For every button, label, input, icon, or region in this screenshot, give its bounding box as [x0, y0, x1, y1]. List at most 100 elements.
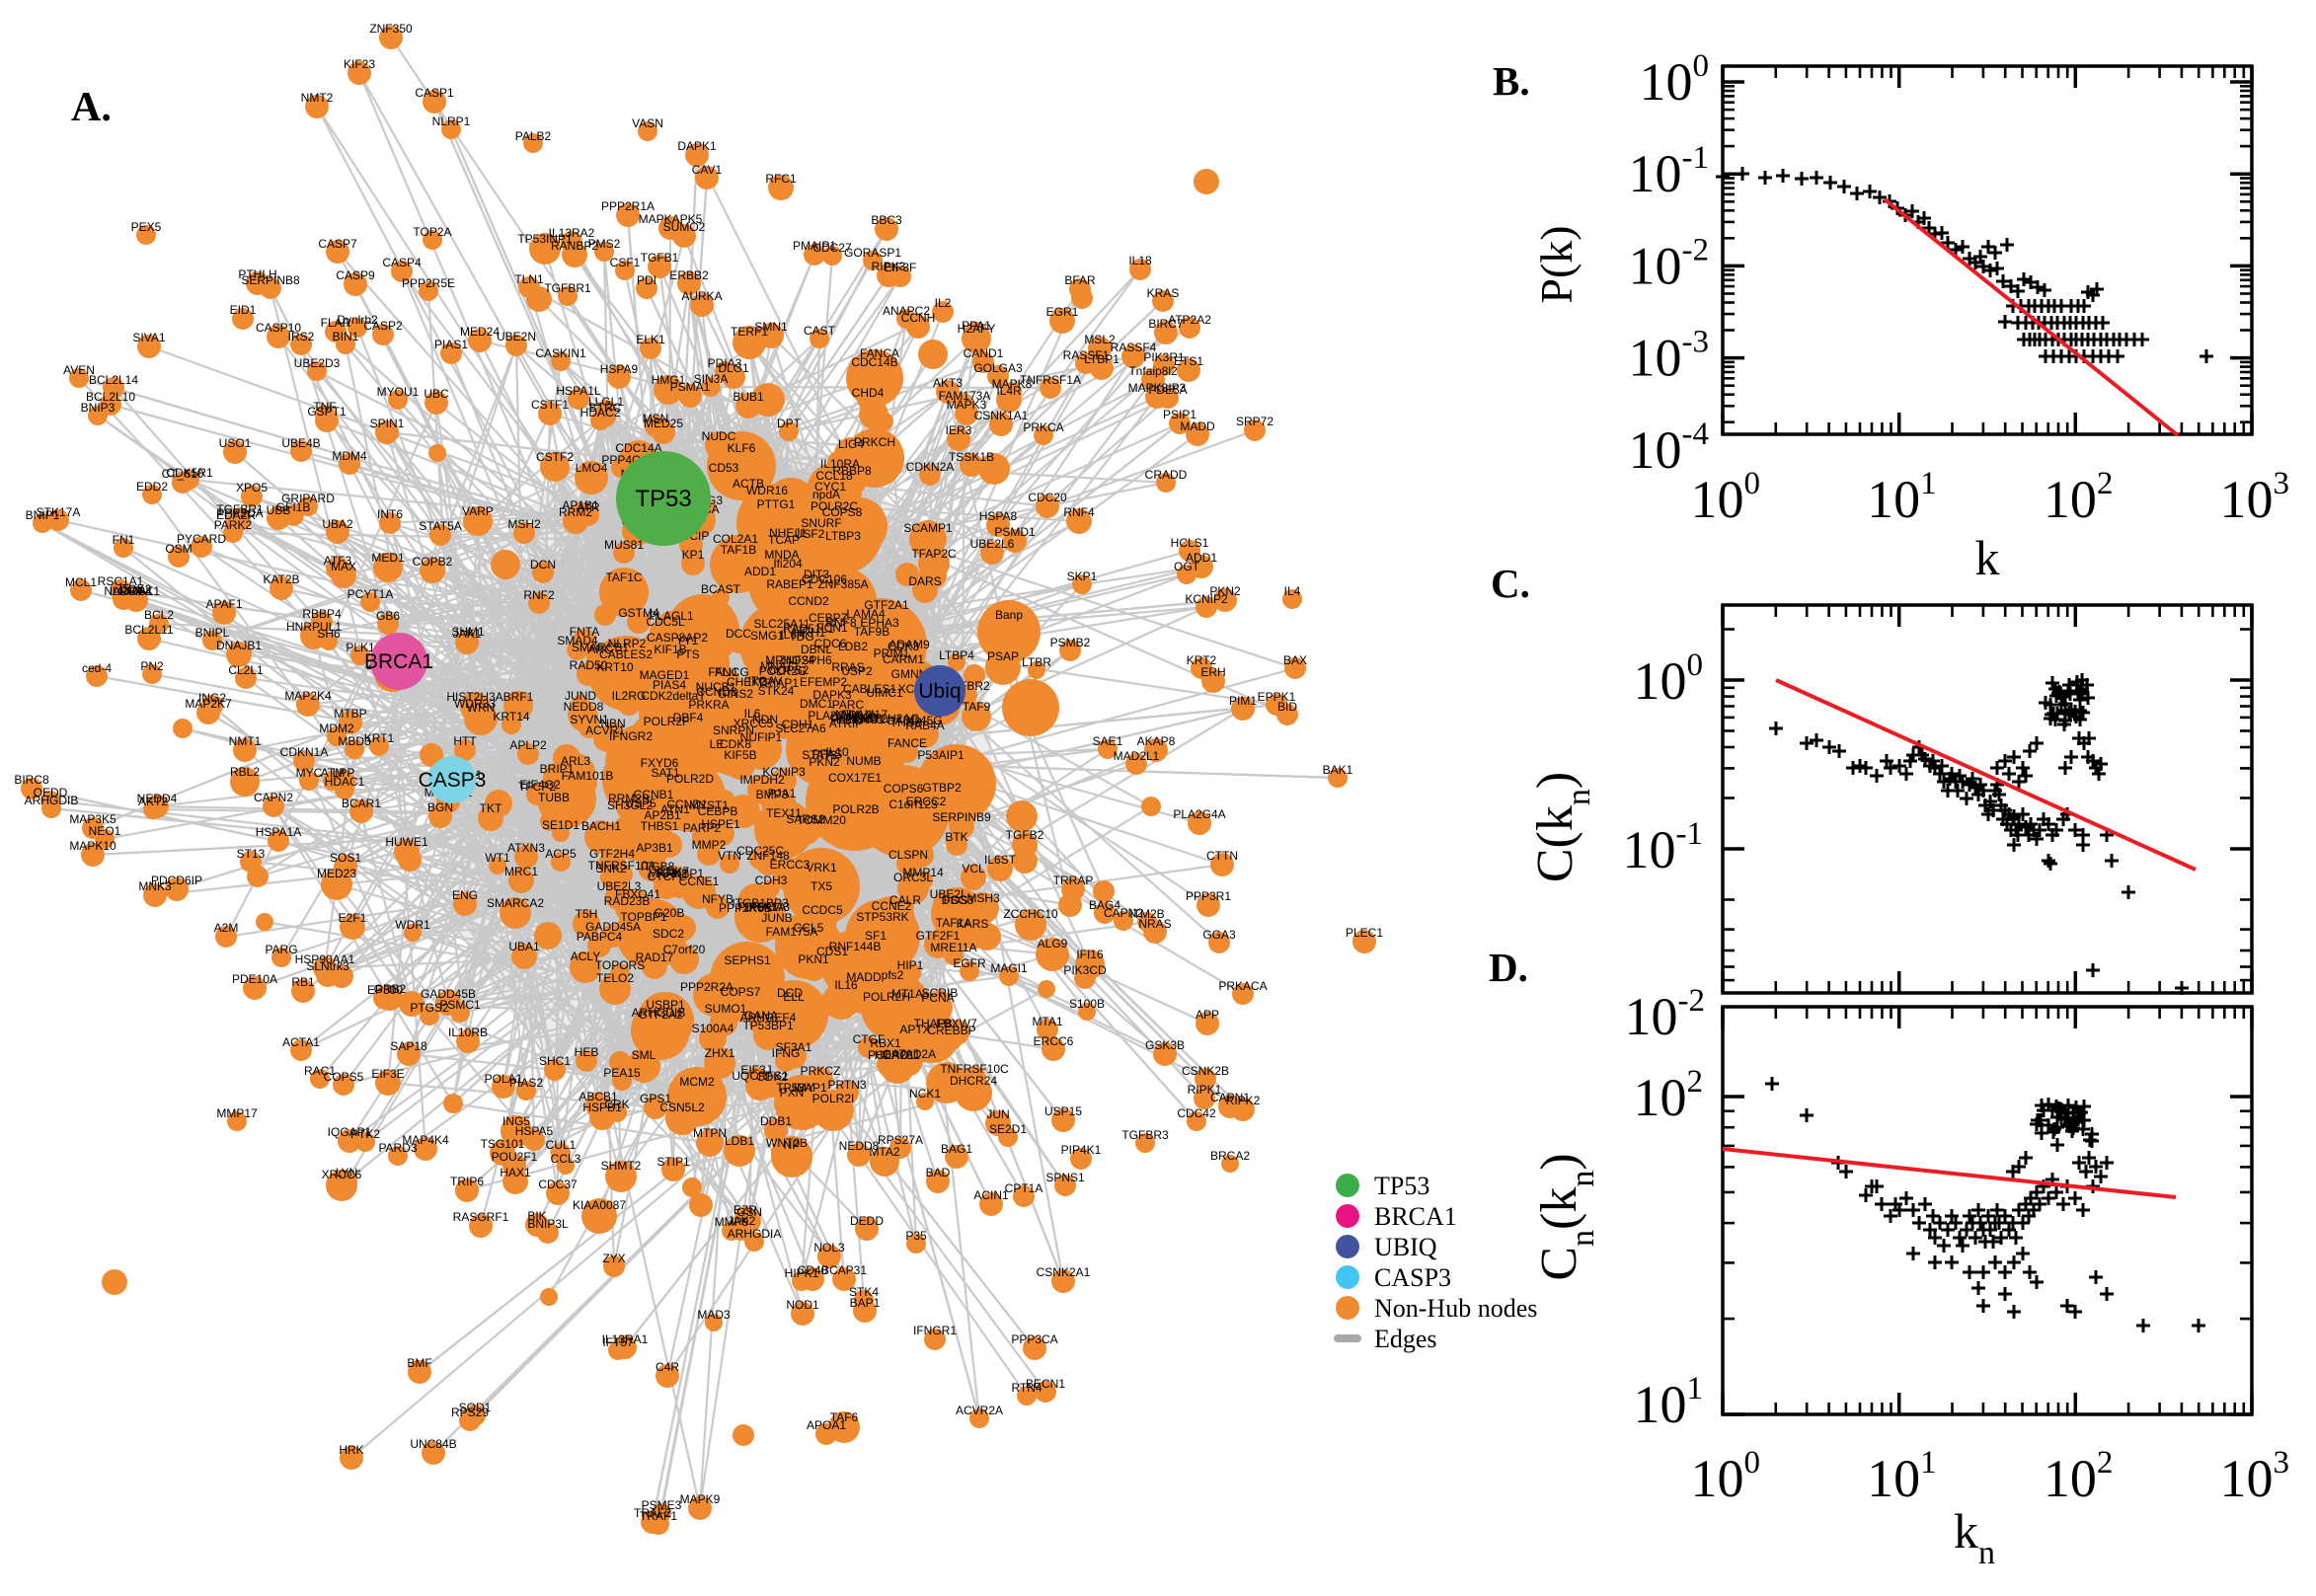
- svg-text:RNF4: RNF4: [1063, 505, 1095, 519]
- svg-text:P35: P35: [905, 1229, 927, 1243]
- svg-text:MAPK8: MAPK8: [992, 377, 1033, 391]
- svg-text:CDC37: CDC37: [538, 1178, 578, 1191]
- svg-text:MCL1: MCL1: [65, 575, 97, 589]
- svg-text:CAPN2: CAPN2: [254, 791, 293, 804]
- svg-text:MBD3: MBD3: [338, 734, 371, 748]
- svg-text:WNT2B: WNT2B: [766, 1136, 808, 1150]
- svg-text:COPS5: COPS5: [324, 1070, 364, 1084]
- svg-text:k: k: [1975, 530, 2000, 585]
- svg-text:RAD23B: RAD23B: [604, 894, 651, 908]
- svg-text:CASP2: CASP2: [363, 319, 403, 333]
- svg-text:NLRP1: NLRP1: [432, 114, 471, 128]
- svg-text:PSME3: PSME3: [642, 1498, 682, 1512]
- svg-text:KIF23: KIF23: [344, 57, 375, 71]
- svg-text:CDKN2A: CDKN2A: [906, 460, 955, 474]
- svg-text:ZCCHC10: ZCCHC10: [1003, 907, 1058, 921]
- svg-text:PRTN3: PRTN3: [827, 1078, 866, 1092]
- svg-text:PSMB2: PSMB2: [1050, 636, 1091, 649]
- svg-text:HIP1: HIP1: [897, 958, 924, 972]
- svg-text:HAX1: HAX1: [500, 1166, 531, 1179]
- svg-text:BAD: BAD: [926, 1166, 951, 1179]
- svg-text:ADAM17: ADAM17: [840, 708, 888, 722]
- svg-text:TNFRSF10C: TNFRSF10C: [940, 1062, 1009, 1076]
- svg-text:PEA15: PEA15: [603, 1066, 641, 1080]
- svg-text:SIVA1: SIVA1: [132, 331, 165, 344]
- svg-text:RPS27A: RPS27A: [878, 1133, 923, 1147]
- svg-text:CDC25C: CDC25C: [736, 844, 784, 858]
- svg-text:BACH1: BACH1: [581, 819, 621, 833]
- svg-text:FAM175A: FAM175A: [766, 925, 818, 939]
- svg-text:APTX: APTX: [899, 1023, 930, 1036]
- svg-text:SMARCA2: SMARCA2: [487, 896, 544, 910]
- svg-text:ERCC2: ERCC2: [906, 795, 947, 808]
- svg-text:VARP: VARP: [462, 504, 494, 518]
- svg-text:KP1: KP1: [682, 548, 705, 562]
- svg-text:DCN: DCN: [530, 558, 556, 571]
- svg-text:ATXN3: ATXN3: [507, 841, 545, 855]
- svg-text:ERCC6: ERCC6: [1034, 1034, 1074, 1048]
- svg-text:ADRBK1: ADRBK1: [113, 584, 160, 598]
- svg-text:CAV1: CAV1: [692, 163, 723, 177]
- svg-text:LTBP4: LTBP4: [939, 648, 974, 662]
- svg-text:JUN: JUN: [986, 1107, 1009, 1121]
- svg-text:SOD1: SOD1: [459, 1401, 492, 1414]
- svg-text:CDK5R1: CDK5R1: [166, 466, 213, 480]
- svg-text:ACTB: ACTB: [733, 477, 764, 491]
- svg-text:FANCE: FANCE: [888, 736, 927, 750]
- svg-text:ST13: ST13: [237, 847, 266, 861]
- svg-text:HDAC2: HDAC2: [580, 406, 621, 419]
- svg-text:FCN1: FCN1: [816, 621, 848, 635]
- svg-text:PIP5K1A: PIP5K1A: [738, 900, 787, 914]
- svg-text:TGFB2: TGFB2: [1006, 828, 1044, 842]
- svg-text:VASN: VASN: [632, 116, 663, 130]
- svg-text:NEDD8: NEDD8: [839, 1139, 880, 1153]
- svg-text:TELO2: TELO2: [596, 971, 634, 985]
- svg-text:CEBPB: CEBPB: [698, 804, 738, 818]
- svg-text:PDE10A: PDE10A: [232, 972, 277, 986]
- svg-text:GSTM4: GSTM4: [618, 606, 659, 620]
- svg-text:PPP2R1A: PPP2R1A: [601, 199, 655, 213]
- svg-text:POLR2F: POLR2F: [644, 715, 690, 728]
- svg-text:PDI: PDI: [637, 273, 656, 287]
- svg-text:CAPN1: CAPN1: [1210, 1091, 1250, 1104]
- svg-text:MYC: MYC: [296, 766, 323, 780]
- svg-text:RTN4: RTN4: [1011, 1381, 1042, 1395]
- svg-text:GOLGA3: GOLGA3: [973, 361, 1023, 375]
- svg-text:MDM4: MDM4: [332, 449, 367, 463]
- svg-text:CHD4: CHD4: [852, 386, 885, 400]
- svg-text:LTBP3: LTBP3: [825, 529, 861, 543]
- svg-text:B.: B.: [1493, 58, 1530, 104]
- svg-text:CPT1A: CPT1A: [1005, 1181, 1043, 1195]
- svg-text:MAPK10: MAPK10: [69, 839, 116, 853]
- svg-text:GGA3: GGA3: [1202, 928, 1236, 942]
- svg-text:MMP17: MMP17: [216, 1106, 258, 1120]
- svg-text:UBE2L6: UBE2L6: [970, 537, 1015, 551]
- svg-text:PPP2R2A: PPP2R2A: [680, 980, 733, 994]
- svg-text:NEDD4: NEDD4: [137, 792, 178, 805]
- svg-text:RFC1: RFC1: [765, 172, 797, 186]
- svg-text:ARHGDIB: ARHGDIB: [632, 1006, 686, 1020]
- svg-text:CASP3: CASP3: [419, 769, 487, 792]
- svg-text:PTTG1: PTTG1: [757, 497, 796, 511]
- svg-text:MUS81: MUS81: [604, 538, 644, 552]
- svg-text:PPP3CA: PPP3CA: [1011, 1332, 1057, 1346]
- svg-text:MAD2L1: MAD2L1: [1114, 749, 1160, 763]
- svg-text:FAM101B: FAM101B: [562, 769, 614, 783]
- svg-text:FANCA: FANCA: [860, 346, 899, 360]
- svg-text:ARHGDIA: ARHGDIA: [728, 1227, 782, 1241]
- svg-text:TAF9: TAF9: [963, 700, 991, 714]
- svg-text:IL2RG: IL2RG: [612, 689, 647, 703]
- svg-text:LIG4: LIG4: [838, 437, 864, 451]
- svg-text:BCAST: BCAST: [701, 582, 741, 596]
- svg-text:DCC: DCC: [726, 627, 751, 641]
- svg-text:UBIQ: UBIQ: [1374, 1233, 1437, 1261]
- svg-text:PMAIP1: PMAIP1: [793, 239, 836, 253]
- svg-text:COX17E1: COX17E1: [828, 771, 882, 785]
- svg-text:UBE2L3: UBE2L3: [597, 879, 642, 893]
- svg-text:PPP3R1: PPP3R1: [1186, 889, 1231, 903]
- svg-text:IL10: IL10: [825, 745, 849, 759]
- svg-text:EFEMP2: EFEMP2: [800, 675, 847, 689]
- svg-text:SAP18: SAP18: [390, 1039, 427, 1053]
- svg-text:SERPINB9: SERPINB9: [932, 810, 991, 824]
- svg-text:GSPT1: GSPT1: [307, 405, 347, 418]
